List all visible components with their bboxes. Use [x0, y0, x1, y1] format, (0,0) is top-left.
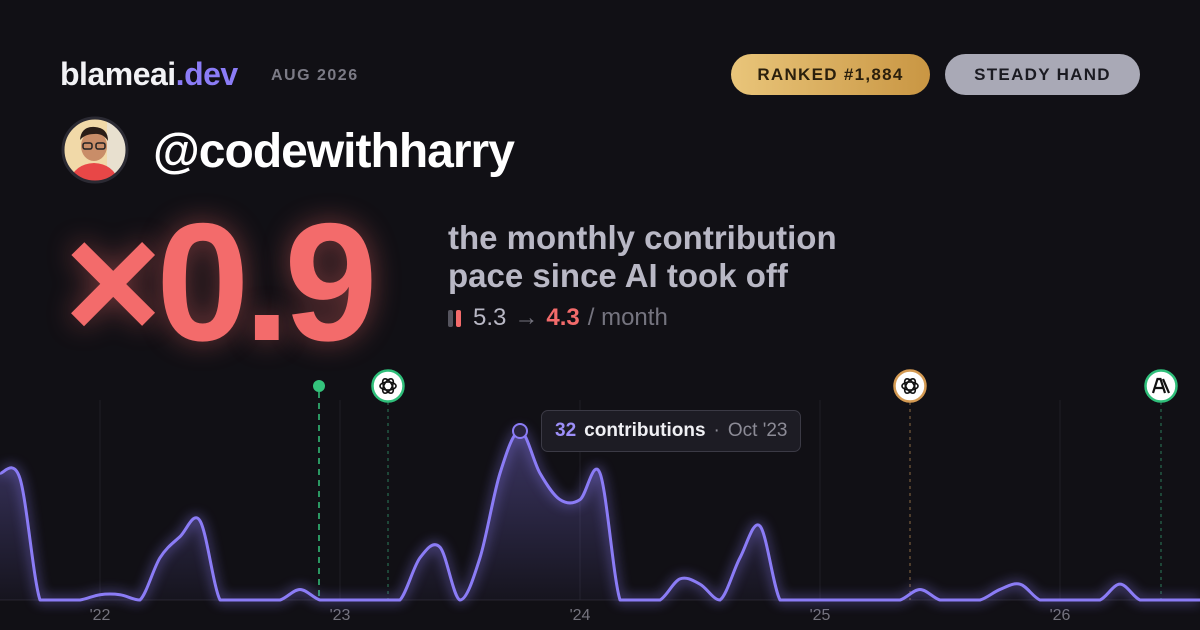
multiplier: ×0.9 — [64, 188, 378, 376]
tooltip-label: contributions — [584, 420, 706, 441]
event-dot — [313, 380, 325, 392]
tooltip-date: Oct '23 — [727, 420, 788, 441]
openai-icon — [893, 369, 927, 403]
avatar — [61, 116, 129, 184]
username: @codewithharry — [153, 125, 515, 178]
description: the monthly contribution — [448, 219, 837, 256]
brand-name: blameai — [60, 56, 176, 92]
arrow: → — [514, 304, 539, 331]
tooltip-value: 32 — [555, 420, 577, 441]
x-tick-label: '24 — [570, 607, 591, 624]
x-tick-label: '22 — [90, 607, 111, 624]
brand: blameai.dev — [60, 56, 238, 93]
unit: / month — [587, 304, 668, 331]
rank-badge: RANKED #1,884 — [731, 54, 930, 95]
anthropic-icon — [1144, 369, 1178, 403]
area — [0, 431, 1200, 600]
description: pace since AI took off — [448, 257, 788, 294]
before-value: 5.3 — [473, 304, 507, 331]
after-value: 4.3 — [546, 304, 580, 331]
x-tick-label: '25 — [810, 607, 831, 624]
brand-suffix: .dev — [175, 56, 239, 92]
stats-icon — [448, 309, 461, 327]
line — [0, 429, 1200, 602]
openai-icon — [371, 369, 405, 403]
period: AUG 2026 — [271, 67, 359, 84]
x-tick-label: '26 — [1050, 607, 1071, 624]
tooltip: 32 contributions · Oct '23 — [541, 410, 802, 452]
style-badge: STEADY HAND — [945, 54, 1140, 95]
highlight-point — [512, 423, 528, 439]
tooltip-separator: · — [713, 420, 720, 441]
x-tick-label: '23 — [330, 607, 351, 624]
stats: 5.3 → 4.3 / month — [448, 304, 668, 332]
plot — [0, 423, 1200, 602]
